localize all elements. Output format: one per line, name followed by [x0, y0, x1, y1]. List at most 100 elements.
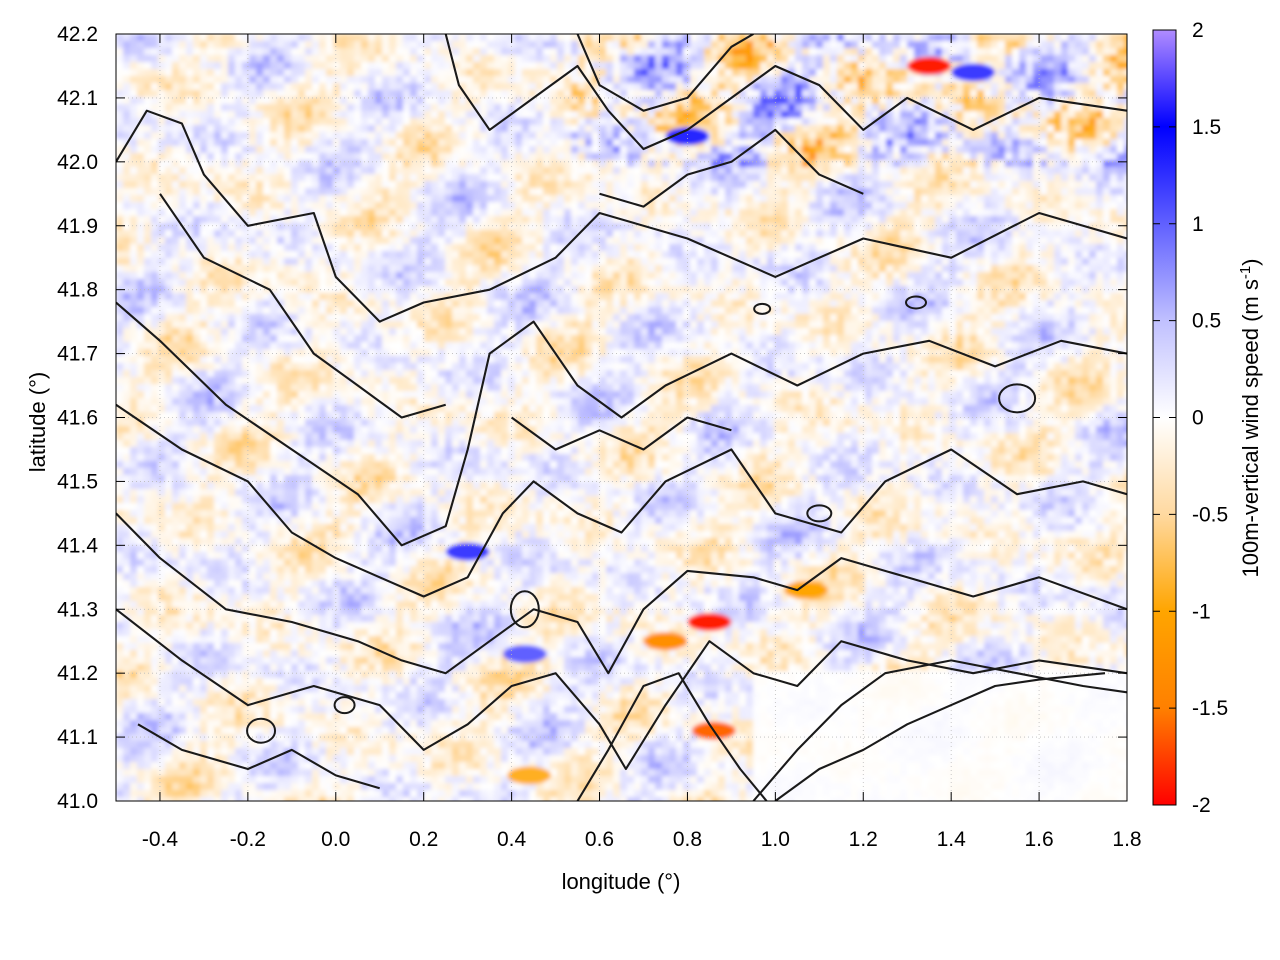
heatmap-cell: [690, 209, 698, 217]
heatmap-cell: [410, 125, 418, 133]
heatmap-cell: [312, 41, 320, 49]
heatmap-cell: [1019, 139, 1027, 147]
heatmap-cell: [1019, 62, 1027, 70]
heatmap-cell: [669, 90, 677, 98]
heatmap-cell: [1124, 202, 1132, 210]
heatmap-cell: [781, 48, 789, 56]
heatmap-cell: [1124, 244, 1132, 252]
heatmap-cell: [494, 265, 502, 273]
heatmap-cell: [151, 118, 159, 126]
heatmap-cell: [466, 146, 474, 154]
heatmap-cell: [487, 230, 495, 238]
heatmap-cell: [242, 181, 250, 189]
heatmap-cell: [137, 216, 145, 224]
heatmap-cell: [543, 153, 551, 161]
heatmap-cell: [718, 188, 726, 196]
heatmap-cell: [249, 118, 257, 126]
heatmap-cell: [1005, 160, 1013, 168]
heatmap-cell: [704, 202, 712, 210]
heatmap-cell: [221, 237, 229, 245]
heatmap-cell: [844, 160, 852, 168]
heatmap-cell: [970, 209, 978, 217]
heatmap-cell: [347, 55, 355, 63]
heatmap-cell: [998, 125, 1006, 133]
heatmap-cell: [844, 48, 852, 56]
heatmap-cell: [403, 195, 411, 203]
heatmap-cell: [403, 167, 411, 175]
heatmap-cell: [893, 223, 901, 231]
heatmap-cell: [270, 146, 278, 154]
heatmap-cell: [1033, 146, 1041, 154]
heatmap-cell: [151, 181, 159, 189]
heatmap-cell: [977, 132, 985, 140]
heatmap-cell: [1040, 181, 1048, 189]
heatmap-cell: [410, 146, 418, 154]
heatmap-cell: [571, 83, 579, 91]
heatmap-cell: [991, 181, 999, 189]
heatmap-cell: [641, 132, 649, 140]
heatmap-cell: [466, 118, 474, 126]
heatmap-cell: [802, 216, 810, 224]
heatmap-cell: [1054, 209, 1062, 217]
heatmap-cell: [473, 146, 481, 154]
heatmap-cell: [403, 125, 411, 133]
heatmap-cell: [1089, 76, 1097, 84]
heatmap-cell: [207, 272, 215, 280]
heatmap-cell: [823, 34, 831, 42]
heatmap-cell: [312, 188, 320, 196]
heatmap-cell: [578, 167, 586, 175]
heatmap-cell: [550, 104, 558, 112]
heatmap-cell: [669, 202, 677, 210]
heatmap-cell: [256, 181, 264, 189]
heatmap-cell: [711, 230, 719, 238]
heatmap-cell: [123, 41, 131, 49]
heatmap-cell: [487, 181, 495, 189]
heatmap-cell: [130, 272, 138, 280]
heatmap-cell: [263, 62, 271, 70]
heatmap-cell: [249, 146, 257, 154]
heatmap-cell: [1026, 153, 1034, 161]
heatmap-cell: [690, 265, 698, 273]
heatmap-cell: [648, 132, 656, 140]
heatmap-cell: [536, 55, 544, 63]
heatmap-cell: [179, 209, 187, 217]
heatmap-cell: [795, 223, 803, 231]
heatmap-cell: [165, 83, 173, 91]
heatmap-cell: [347, 125, 355, 133]
heatmap-cell: [998, 146, 1006, 154]
heatmap-cell: [396, 223, 404, 231]
heatmap-cell: [480, 132, 488, 140]
heatmap-cell: [396, 174, 404, 182]
heatmap-cell: [340, 216, 348, 224]
heatmap-cell: [753, 244, 761, 252]
heatmap-cell: [333, 153, 341, 161]
heatmap-cell: [599, 139, 607, 147]
heatmap-cell: [1117, 76, 1125, 84]
heatmap-cell: [375, 216, 383, 224]
heatmap-cell: [963, 104, 971, 112]
heatmap-cell: [942, 90, 950, 98]
heatmap-cell: [221, 174, 229, 182]
heatmap-cell: [221, 125, 229, 133]
heatmap-cell: [277, 34, 285, 42]
heatmap-cell: [662, 83, 670, 91]
heatmap-cell: [753, 195, 761, 203]
heatmap-cell: [333, 118, 341, 126]
heatmap-cell: [571, 195, 579, 203]
heatmap-cell: [466, 216, 474, 224]
heatmap-cell: [144, 223, 152, 231]
heatmap-cell: [536, 48, 544, 56]
heatmap-cell: [718, 34, 726, 42]
heatmap-cell: [347, 48, 355, 56]
heatmap-cell: [165, 244, 173, 252]
heatmap-cell: [480, 195, 488, 203]
heatmap-cell: [1068, 181, 1076, 189]
heatmap-cell: [424, 55, 432, 63]
heatmap-cell: [893, 265, 901, 273]
heatmap-cell: [725, 146, 733, 154]
heatmap-cell: [886, 258, 894, 266]
heatmap-cell: [214, 167, 222, 175]
heatmap-cell: [641, 188, 649, 196]
heatmap-cell: [389, 41, 397, 49]
heatmap-cell: [956, 90, 964, 98]
